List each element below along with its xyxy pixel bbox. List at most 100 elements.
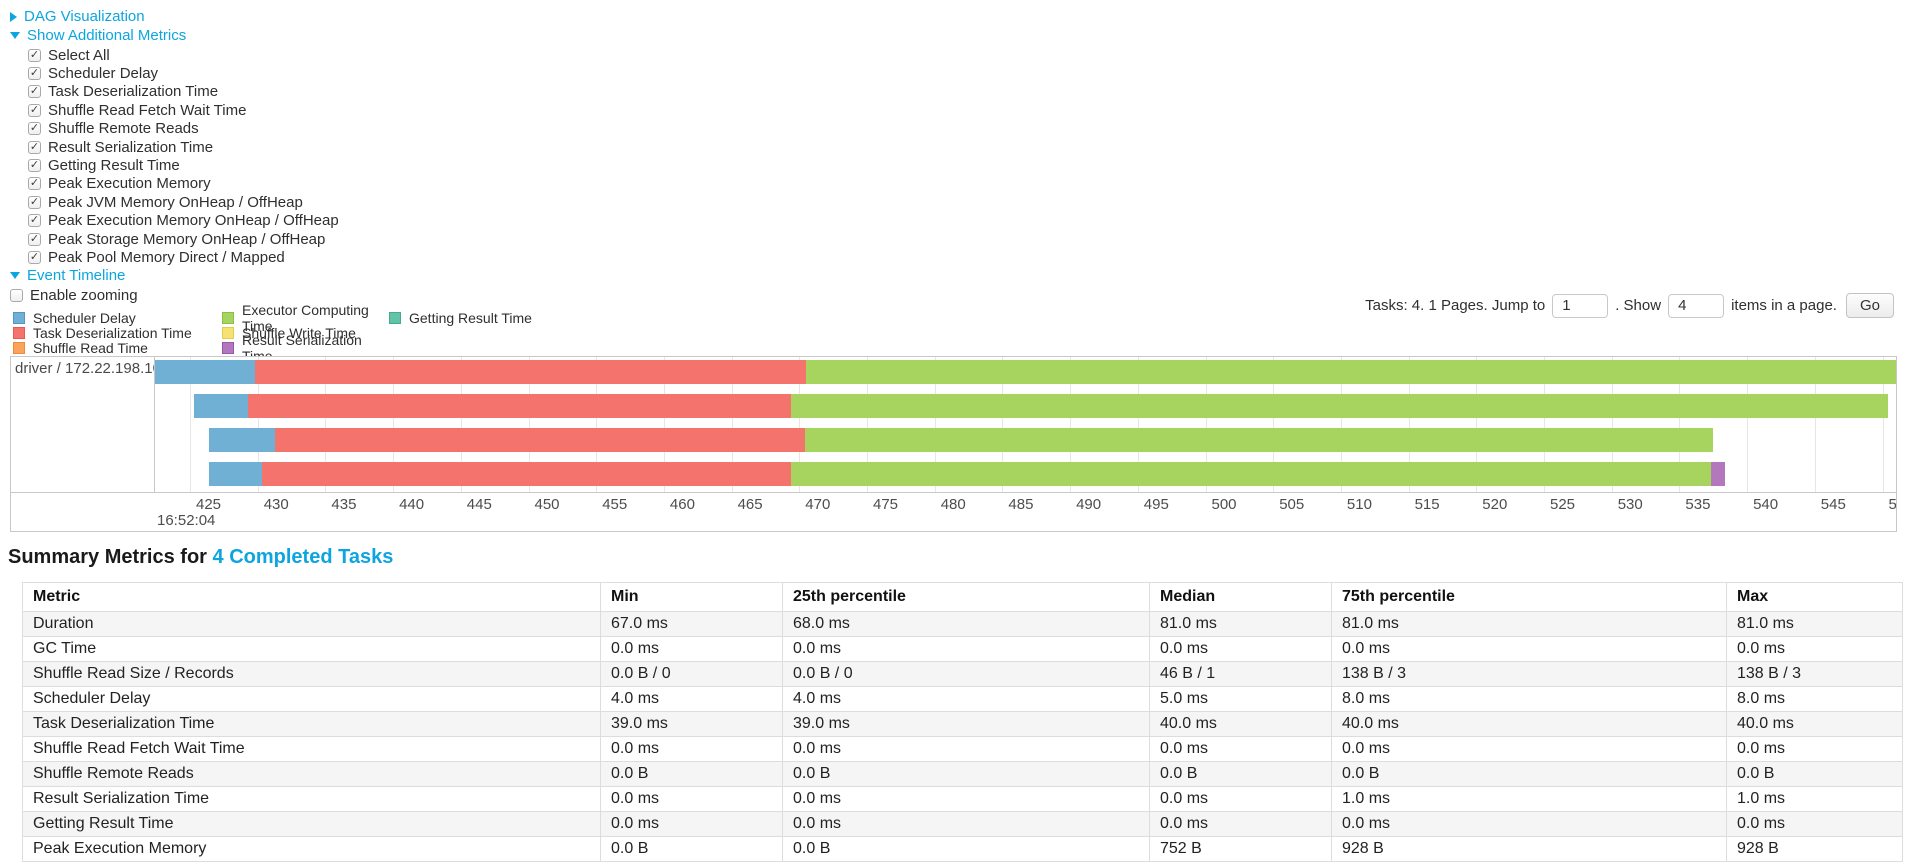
timeline-tick-label: 495	[1143, 496, 1169, 513]
event-timeline-toggle[interactable]: Event Timeline	[10, 267, 125, 284]
task-3-segment-executor-computing[interactable]	[804, 428, 1714, 452]
metric-checkbox-label: Getting Result Time	[48, 157, 180, 175]
summary-heading-text: Summary Metrics for	[8, 546, 207, 568]
legend-swatch-icon	[222, 311, 234, 324]
summary-metrics-table: Metric Min 25th percentile Median 75th p…	[22, 582, 1903, 862]
timeline-plot-area: 425 430 435 440 445 450 455 460 465 470 475 480 485 4…	[155, 357, 1896, 531]
metric-checkbox-row: ✓ Peak JVM Memory OnHeap / OffHeap	[28, 193, 339, 211]
metric-checkbox-checked[interactable]: ✓	[28, 122, 41, 136]
task-2-segment-executor-computing[interactable]	[791, 394, 1888, 418]
metric-value-cell: 0.0 ms	[782, 811, 1150, 837]
metric-value-cell: 0.0 ms	[1331, 636, 1727, 662]
timeline-tick-label: 525	[1550, 496, 1576, 513]
metric-checkbox-checked[interactable]: ✓	[28, 67, 41, 81]
additional-metrics-list: ✓ Select All ✓ Scheduler Delay ✓ Task Deseria…	[28, 46, 339, 267]
metric-value-cell: 39.0 ms	[782, 711, 1150, 737]
metric-value-cell: 46 B / 1	[1149, 661, 1332, 687]
timeline-gridline	[460, 357, 462, 492]
legend-item-result-serialization: Result Serialization Time	[222, 332, 389, 364]
metric-checkbox-row: ✓ Shuffle Remote Reads	[28, 120, 339, 138]
metric-checkbox-checked[interactable]: ✓	[28, 195, 41, 209]
pagination-suffix-text: items in a page.	[1731, 297, 1837, 314]
timeline-gridline	[663, 357, 665, 492]
timeline-tick-label: 480	[940, 496, 966, 513]
metric-name-cell: Shuffle Read Size / Records	[22, 661, 601, 687]
task-4-segment-result-serialization[interactable]	[1710, 462, 1726, 486]
metric-checkbox-label: Shuffle Remote Reads	[48, 120, 199, 138]
legend-label: Shuffle Write Time	[242, 324, 356, 341]
metric-value-cell: 0.0 B / 0	[782, 661, 1150, 687]
enable-zooming-checkbox[interactable]	[10, 288, 23, 302]
metric-value-cell: 5.0 ms	[1149, 686, 1332, 712]
task-3-segment-task-deserialization[interactable]	[275, 428, 805, 452]
items-per-page-input[interactable]	[1668, 293, 1725, 318]
metric-checkbox-checked[interactable]: ✓	[28, 250, 41, 264]
metric-value-cell: 81.0 ms	[1331, 611, 1727, 637]
timeline-gridline	[325, 357, 327, 492]
metric-name-cell: Getting Result Time	[22, 811, 601, 837]
legend-item-getting-result: Getting Result Time	[389, 310, 532, 326]
chevron-down-icon	[10, 272, 20, 279]
metric-value-cell: 928 B	[1726, 836, 1903, 862]
task-1-segment-scheduler-delay[interactable]	[155, 360, 255, 384]
timeline-tick-label: 515	[1414, 496, 1440, 513]
metric-value-cell: 0.0 ms	[1726, 636, 1903, 662]
task-2-segment-scheduler-delay[interactable]	[194, 394, 249, 418]
timeline-gridline	[867, 357, 868, 492]
metric-name-cell: Scheduler Delay	[22, 686, 601, 712]
metric-value-cell: 0.0 ms	[600, 811, 783, 837]
legend-swatch-icon	[13, 341, 25, 354]
metric-value-cell: 68.0 ms	[782, 611, 1150, 637]
metric-name-cell: Peak Execution Memory	[22, 836, 601, 862]
task-1-segment-executor-computing[interactable]	[806, 360, 1896, 384]
column-header-75th: 75th percentile	[1331, 582, 1727, 612]
show-additional-metrics-toggle[interactable]: Show Additional Metrics	[10, 27, 186, 44]
metric-checkbox-label: Select All	[48, 46, 110, 64]
timeline-row-label: driver / 172.22.198.104	[11, 357, 155, 492]
metric-name-cell: Task Deserialization Time	[22, 711, 601, 737]
show-additional-metrics-label: Show Additional Metrics	[27, 27, 187, 44]
jump-to-page-input[interactable]	[1552, 293, 1609, 318]
metric-checkbox-checked[interactable]: ✓	[28, 48, 41, 62]
task-4-segment-scheduler-delay[interactable]	[208, 462, 262, 486]
summary-table-row: Task Deserialization Time 39.0 ms 39.0 ms 4…	[22, 711, 1903, 737]
timeline-gridline	[257, 357, 259, 492]
completed-tasks-link[interactable]: 4 Completed Tasks	[212, 546, 394, 568]
metric-name-cell: Result Serialization Time	[22, 786, 601, 812]
metric-value-cell: 0.0 ms	[600, 636, 783, 662]
metric-checkbox-checked[interactable]: ✓	[28, 177, 41, 191]
metric-checkbox-label: Shuffle Read Fetch Wait Time	[48, 101, 247, 119]
legend-column: Scheduler Delay Task Deserialization Time…	[13, 310, 222, 356]
legend-label: Task Deserialization Time	[33, 324, 192, 341]
metric-checkbox-checked[interactable]: ✓	[28, 232, 41, 246]
metric-value-cell: 0.0 ms	[1726, 736, 1903, 762]
timeline-tick-label: 475	[873, 496, 899, 513]
task-2-segment-task-deserialization[interactable]	[248, 394, 792, 418]
dag-visualization-toggle[interactable]: DAG Visualization	[10, 8, 145, 25]
metric-value-cell: 0.0 ms	[600, 786, 783, 812]
task-3-segment-scheduler-delay[interactable]	[208, 428, 276, 452]
task-1-segment-task-deserialization[interactable]	[254, 360, 807, 384]
metric-checkbox-checked[interactable]: ✓	[28, 140, 41, 154]
summary-table-row: Result Serialization Time 0.0 ms 0.0 ms 0.0…	[22, 786, 1903, 812]
timeline-gridline	[528, 357, 530, 492]
summary-table-row: Shuffle Read Fetch Wait Time 0.0 ms 0.0 ms…	[22, 736, 1903, 762]
column-header-min: Min	[600, 582, 783, 612]
metric-checkbox-label: Peak Pool Memory Direct / Mapped	[48, 248, 285, 266]
metric-checkbox-checked[interactable]: ✓	[28, 103, 41, 117]
metric-checkbox-checked[interactable]: ✓	[28, 85, 41, 99]
metric-name-cell: GC Time	[22, 636, 601, 662]
timeline-tick-label: 500	[1211, 496, 1237, 513]
legend-item-scheduler-delay: Scheduler Delay	[13, 310, 222, 326]
metric-checkbox-checked[interactable]: ✓	[28, 214, 41, 228]
metric-checkbox-checked[interactable]: ✓	[28, 159, 41, 173]
metric-checkbox-label: Result Serialization Time	[48, 138, 214, 156]
go-button[interactable]: Go	[1845, 293, 1894, 318]
metric-checkbox-label: Peak JVM Memory OnHeap / OffHeap	[48, 193, 303, 211]
task-4-segment-executor-computing[interactable]	[791, 462, 1711, 486]
metric-name-cell: Duration	[22, 611, 601, 637]
metric-value-cell: 928 B	[1331, 836, 1727, 862]
task-4-segment-task-deserialization[interactable]	[261, 462, 792, 486]
metric-value-cell: 0.0 B	[600, 836, 783, 862]
timeline-tick-label: 545	[1820, 496, 1846, 513]
